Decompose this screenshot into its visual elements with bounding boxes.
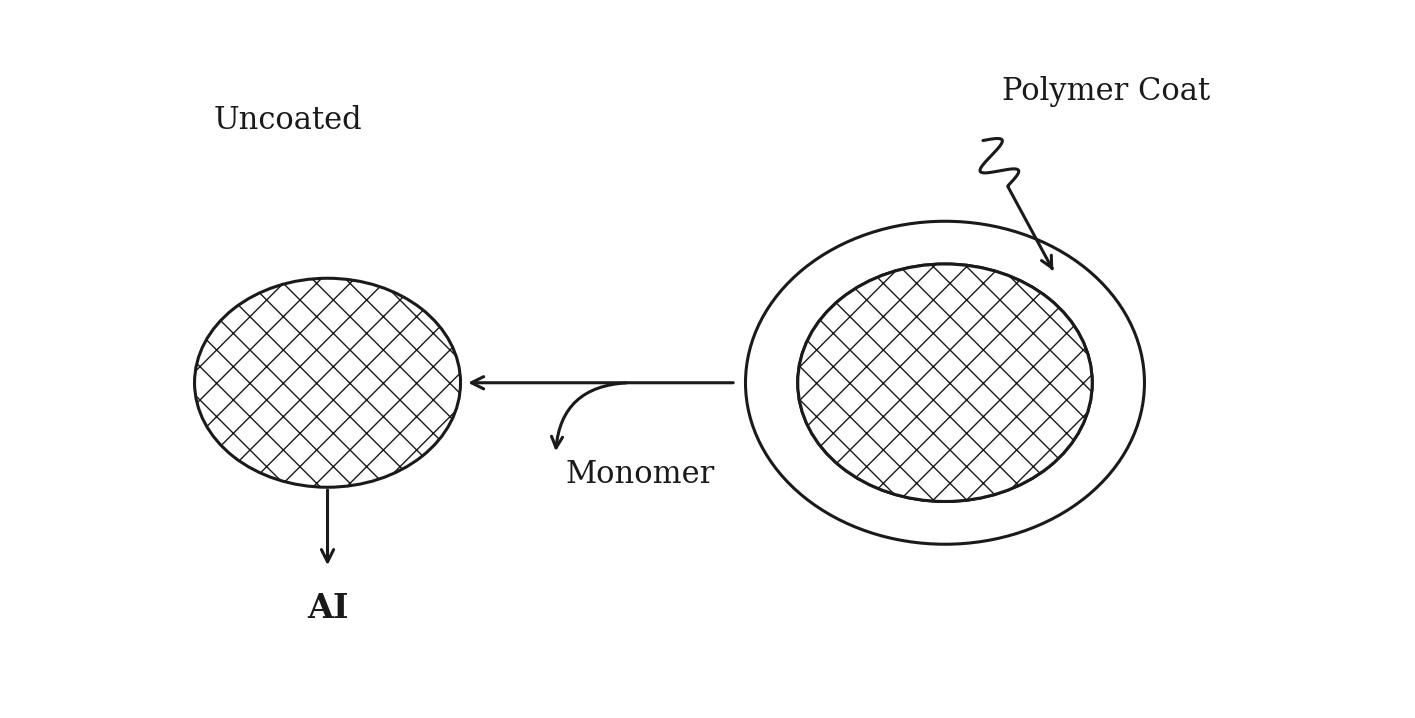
Ellipse shape xyxy=(798,264,1092,501)
Text: Monomer: Monomer xyxy=(565,459,715,490)
Ellipse shape xyxy=(798,264,1092,501)
Ellipse shape xyxy=(194,279,460,488)
Text: AI: AI xyxy=(307,592,348,625)
Text: Polymer Coat: Polymer Coat xyxy=(1002,76,1210,107)
Ellipse shape xyxy=(746,221,1145,544)
Ellipse shape xyxy=(194,279,460,488)
Text: Uncoated: Uncoated xyxy=(214,105,362,136)
